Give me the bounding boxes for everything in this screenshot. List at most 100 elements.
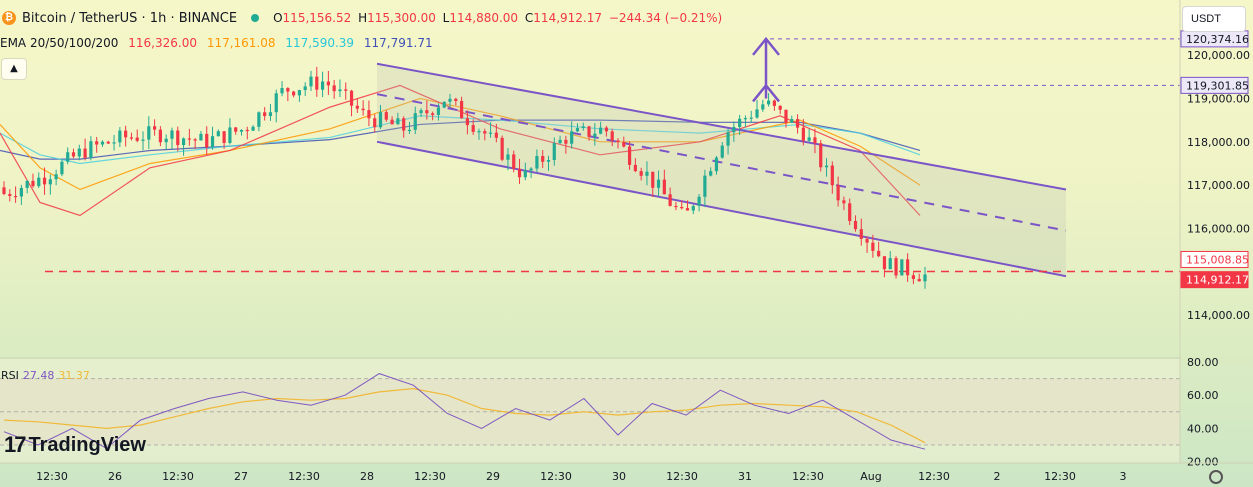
price-label-text: 119,301.85 [1186, 79, 1249, 92]
collapse-legend-button[interactable]: ▲ [1, 58, 27, 80]
price-tick-label: 120,000.00 [1187, 49, 1250, 62]
channel-mid-line [376, 93, 1067, 232]
candle-body [407, 129, 412, 132]
currency-selector[interactable]: USDT [1182, 6, 1246, 32]
candle-body [761, 104, 765, 110]
candle-body [135, 137, 139, 141]
candle-body [448, 98, 452, 102]
candle-body [668, 194, 672, 206]
price-label-text: 114,912.17 [1186, 274, 1249, 287]
candle-body [19, 187, 23, 197]
candle-body [790, 119, 794, 123]
ema100-value: 117,590.39 [285, 36, 355, 50]
time-tick-label: Aug [860, 470, 881, 483]
channel-lower-line [376, 140, 1067, 278]
candle-body [42, 177, 47, 185]
candle-body [349, 90, 354, 106]
symbol-header: ₿ Bitcoin / TetherUS · 1h · BINANCE O115… [0, 8, 725, 28]
price-label-box [1180, 76, 1249, 94]
candle-body [234, 127, 238, 132]
price-label-box [1180, 250, 1249, 268]
candle-body [512, 154, 516, 169]
candle-body [836, 185, 840, 201]
candle-body [71, 152, 76, 157]
candle-body [153, 126, 157, 130]
candle-body [205, 133, 209, 148]
gear-icon[interactable] [1209, 470, 1223, 484]
candle-body [801, 127, 805, 141]
candle-body [726, 132, 730, 146]
symbol-title[interactable]: Bitcoin / TetherUS · 1h · BINANCE [22, 10, 238, 26]
candle-body [680, 206, 684, 209]
candle-body [917, 278, 921, 282]
candle-body [100, 141, 105, 145]
time-tick-label: 12:30 [36, 470, 68, 483]
candle-body [570, 131, 574, 144]
candle-body [199, 133, 203, 141]
candle-body [141, 139, 145, 141]
rsi-tick-label: 20.00 [1187, 456, 1219, 469]
time-tick-label: 12:30 [414, 470, 446, 483]
candle-body [685, 208, 690, 211]
candle-body [77, 148, 81, 157]
price-tick-label: 119,000.00 [1187, 92, 1250, 105]
ema20-line [0, 84, 921, 217]
ema20-value: 116,326.00 [128, 36, 197, 50]
price-tick-label: 118,000.00 [1187, 136, 1250, 149]
candle-body [344, 89, 348, 91]
candle-body [871, 242, 875, 251]
candle-body [280, 88, 284, 94]
candle-body [402, 118, 406, 131]
tradingview-mark-icon: 17 [4, 432, 27, 457]
rsi-value: 27.48 [22, 369, 55, 382]
candle-body [309, 76, 313, 87]
rsi-legend[interactable]: RSI 27.48 31.37 [1, 369, 90, 382]
ema-indicator-legend[interactable]: EMA 20/50/100/200 116,326.00 117,161.08 … [0, 36, 439, 50]
candle-body [193, 139, 197, 141]
candle-body [546, 160, 551, 162]
time-tick-label: 28 [360, 470, 374, 483]
tradingview-logo[interactable]: 17 TradingView [4, 432, 146, 458]
candle-body [772, 100, 776, 106]
candle-body [210, 136, 215, 148]
candle-body [257, 112, 261, 127]
candle-body [865, 238, 869, 243]
candle-body [332, 85, 336, 92]
candle-body [778, 105, 782, 110]
candle-body [830, 165, 834, 186]
ohlc-values: O115,156.52 H115,300.00 L114,880.00 C114… [273, 11, 723, 25]
candle-body [645, 171, 649, 176]
rsi-ma-value: 31.37 [58, 369, 90, 382]
candle-body [732, 126, 736, 133]
low-value: 114,880.00 [449, 11, 519, 25]
candle-body [251, 126, 255, 131]
candle-body [906, 259, 910, 276]
candle-body [738, 118, 742, 127]
candle-body [529, 168, 533, 171]
candle-body [315, 76, 319, 90]
candle-body [581, 126, 585, 129]
candle-body [89, 141, 93, 158]
candle-body [494, 132, 498, 138]
price-label-box [1180, 271, 1249, 289]
open-value: 115,156.52 [282, 11, 352, 25]
candle-body [419, 110, 423, 114]
candle-body [848, 203, 852, 221]
candle-body [639, 171, 643, 176]
time-tick-label: 12:30 [918, 470, 950, 483]
candle-body [187, 138, 191, 140]
tradingview-wordmark: TradingView [28, 433, 146, 456]
candle-body [651, 171, 655, 188]
rsi-tick-label: 40.00 [1187, 422, 1219, 435]
bitcoin-icon: ₿ [2, 11, 16, 25]
time-tick-label: 31 [738, 470, 752, 483]
candle-body [37, 177, 41, 187]
time-tick-label: 12:30 [540, 470, 572, 483]
candle-body [767, 100, 771, 105]
candle-body [593, 133, 597, 137]
candle-body [436, 107, 441, 115]
rsi-label: RSI [1, 369, 19, 382]
price-label-text: 115,008.85 [1186, 253, 1249, 266]
candle-body [749, 117, 753, 119]
